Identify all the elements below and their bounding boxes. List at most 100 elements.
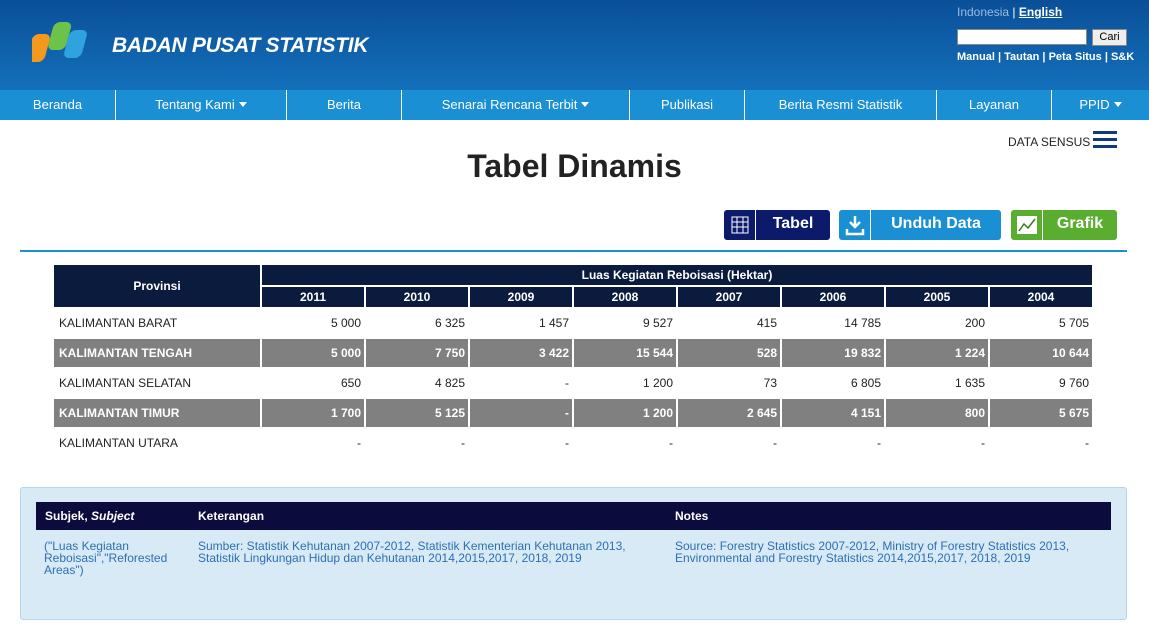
nav-item[interactable]: Layanan xyxy=(937,90,1052,120)
cell: 19 832 xyxy=(782,339,884,367)
cell: - xyxy=(981,436,985,450)
data-row: KALIMANTAN BARAT 5 000 6 325 1 457 9 527 415 1… xyxy=(54,309,1092,337)
cell: - xyxy=(565,376,569,390)
nav-label[interactable]: Layanan xyxy=(969,97,1019,112)
cell: 10 644 xyxy=(990,339,1092,367)
nav-label[interactable]: Publikasi xyxy=(660,97,714,112)
grafik-button[interactable]: Grafik xyxy=(1011,210,1117,240)
label: Subject xyxy=(91,509,135,523)
nav-item[interactable]: Berita Resmi Statistik xyxy=(745,90,937,120)
caret xyxy=(238,102,247,107)
cell: 2 645 xyxy=(678,399,780,427)
header-link[interactable]: S&K xyxy=(1110,51,1135,63)
data-row: KALIMANTAN SELATAN 650 4 825 - 1 200 73 6 805 1… xyxy=(54,369,1092,397)
separator: | xyxy=(1042,51,1046,63)
year-header: 2008 xyxy=(574,287,676,307)
province: KALIMANTAN TIMUR xyxy=(54,399,260,427)
nav-item[interactable]: Senarai Rencana Terbit xyxy=(402,90,630,120)
cell: 1 200 xyxy=(574,399,676,427)
cell: 5 705 xyxy=(1058,316,1089,330)
header-link[interactable]: Peta Situs xyxy=(1048,51,1102,63)
label: Subjek, xyxy=(45,509,88,523)
year-header: 2010 xyxy=(366,287,468,307)
subject-header: Subjek, Subject xyxy=(45,502,134,530)
cell: - xyxy=(773,436,777,450)
group-header: Luas Kegiatan Reboisasi (Hektar) xyxy=(262,265,1092,285)
caret xyxy=(581,102,590,107)
cell: 415 xyxy=(756,316,777,330)
cell: 15 544 xyxy=(574,339,676,367)
button-label[interactable]: Grafik xyxy=(1056,215,1104,232)
cell: 14 785 xyxy=(844,316,881,330)
unduh-button[interactable]: Unduh Data xyxy=(839,210,1001,240)
nav-item[interactable]: Beranda xyxy=(0,90,116,120)
cell: 528 xyxy=(678,339,780,367)
row-header: Provinsi xyxy=(54,265,260,307)
cell: 73 xyxy=(763,376,777,390)
cell: 6 325 xyxy=(434,316,465,330)
caret xyxy=(1113,102,1122,107)
cell: 650 xyxy=(340,376,361,390)
header-row: 2011 2010 2009 2008 2007 2006 2005 2004 xyxy=(54,287,1092,307)
menu-icon[interactable] xyxy=(1093,131,1117,149)
divider xyxy=(20,250,1127,252)
search-input[interactable] xyxy=(957,29,1087,45)
province: KALIMANTAN SELATAN xyxy=(59,376,192,390)
province: KALIMANTAN BARAT xyxy=(59,316,178,330)
data-row: KALIMANTAN TIMUR 1 700 5 125-1 200 2 645 4 1… xyxy=(54,399,1092,427)
data-row: KALIMANTAN TENGAH 5 000 7 750 3 422 15 544 52… xyxy=(54,339,1092,367)
nav-label[interactable]: Senarai Rencana Terbit xyxy=(441,97,578,112)
separator: | xyxy=(1104,51,1108,63)
cell: - xyxy=(565,436,569,450)
notes-box: Subjek, Subject Keterangan Notes ("Luas … xyxy=(20,487,1127,620)
cell: - xyxy=(461,436,465,450)
language: Indonesia | English xyxy=(957,5,1062,19)
tabel-button[interactable]: Tabel xyxy=(724,210,830,240)
cell: 5 125 xyxy=(366,399,468,427)
brand[interactable]: BADAN PUSAT STATISTIK xyxy=(112,34,369,57)
cell: 9 527 xyxy=(642,316,673,330)
nav-item[interactable]: Berita xyxy=(287,90,402,120)
search-button[interactable]: Cari xyxy=(1092,29,1127,46)
cell: - xyxy=(357,436,361,450)
cell: - xyxy=(669,436,673,450)
nav-label[interactable]: Berita Resmi Statistik xyxy=(778,97,903,112)
nav-label[interactable]: Tentang Kami xyxy=(155,97,235,112)
cell: 3 422 xyxy=(470,339,572,367)
cell: 1 700 xyxy=(262,399,364,427)
cell: 1 457 xyxy=(538,316,569,330)
year-header: 2011 xyxy=(262,287,364,307)
separator: | xyxy=(997,51,1002,63)
header: BADAN PUSAT STATISTIK Indonesia | Englis… xyxy=(0,0,1149,90)
cell: 1 224 xyxy=(886,339,988,367)
nav-label[interactable]: PPID xyxy=(1079,97,1110,112)
nav-label[interactable]: Berita xyxy=(327,97,361,112)
nav-item[interactable]: Publikasi xyxy=(630,90,745,120)
cell: 4 151 xyxy=(782,399,884,427)
button-label[interactable]: Unduh Data xyxy=(891,215,981,232)
button-label[interactable]: Tabel xyxy=(772,215,814,232)
year-header: 2006 xyxy=(782,287,884,307)
lang-id[interactable]: Indonesia xyxy=(957,5,1010,19)
lang-en[interactable]: English xyxy=(1018,5,1063,19)
cell: - xyxy=(1085,436,1089,450)
header-link[interactable]: Tautan xyxy=(1004,51,1040,63)
data-table: Provinsi Luas Kegiatan Reboisasi (Hektar)… xyxy=(52,263,1094,459)
cell: - xyxy=(877,436,881,450)
cell: 6 805 xyxy=(850,376,881,390)
year-header: 2005 xyxy=(886,287,988,307)
nav-item[interactable]: Tentang Kami xyxy=(116,90,287,120)
notes-text: Source: Forestry Statistics 2007-2012, M… xyxy=(675,539,1070,565)
year-header: 2004 xyxy=(990,287,1092,307)
separator: | xyxy=(1012,5,1016,19)
subject-text: ("Luas Kegiatan Reboisasi","Reforested A… xyxy=(44,539,168,577)
province: KALIMANTAN UTARA xyxy=(59,436,178,450)
cell: 5 675 xyxy=(990,399,1092,427)
logo[interactable] xyxy=(32,16,104,76)
cell: 200 xyxy=(964,316,985,330)
data-sensus[interactable]: DATA SENSUS xyxy=(1008,135,1091,149)
nav-label[interactable]: Beranda xyxy=(32,97,83,112)
nav-item[interactable]: PPID xyxy=(1052,90,1149,120)
header-link[interactable]: Manual xyxy=(957,51,995,63)
